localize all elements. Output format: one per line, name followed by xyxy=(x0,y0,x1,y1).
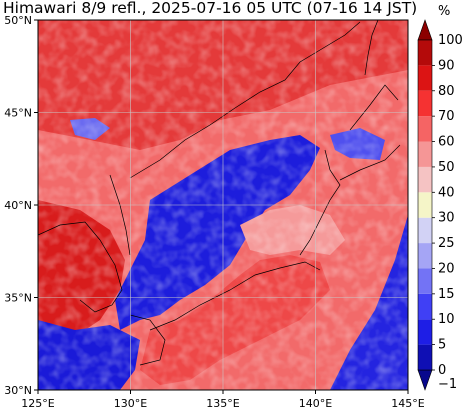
latitude-axis: 50°N 45°N 40°N 35°N 30°N xyxy=(4,14,38,397)
colorbar-label: 30 xyxy=(438,211,455,226)
lon-tick-label: 135°E xyxy=(206,397,239,409)
colorbar-unit: % xyxy=(438,4,450,19)
lat-tick-label: 45°N xyxy=(4,107,32,120)
colorbar-label: 10 xyxy=(438,312,455,327)
colorbar-label: 50 xyxy=(438,160,455,175)
colorbar-label: 90 xyxy=(438,58,455,73)
colorbar-label: 25 xyxy=(438,236,455,251)
colorbar-segment xyxy=(418,90,432,117)
lon-tick-label: 130°E xyxy=(114,397,147,409)
lon-tick-label: 125°E xyxy=(21,397,54,409)
colorbar-segment xyxy=(418,268,432,294)
colorbar-segment xyxy=(418,192,432,218)
colorbar: −10 5 10 15 20 25 30 40 50 60 70 80 90 100% xyxy=(417,4,463,392)
colorbar-label: 100 xyxy=(438,33,463,48)
lat-tick-label: 35°N xyxy=(4,292,32,305)
colorbar-segment xyxy=(418,319,432,345)
colorbar-label: 0 xyxy=(438,363,446,378)
colorbar-segment xyxy=(418,243,432,269)
coastlines xyxy=(38,20,401,366)
colorbar-label: −1 xyxy=(438,377,457,392)
colorbar-segment xyxy=(418,65,432,91)
colorbar-label: 60 xyxy=(438,135,455,150)
colorbar-over-arrow xyxy=(417,19,433,41)
colorbar-segment xyxy=(418,141,432,167)
colorbar-segment xyxy=(418,166,432,193)
map-title: Himawari 8/9 refl., 2025-07-16 05 UTC (0… xyxy=(3,0,418,17)
lat-tick-label: 40°N xyxy=(4,199,32,212)
colorbar-segment xyxy=(418,344,432,370)
colorbar-segment xyxy=(418,40,432,66)
lat-tick-label: 50°N xyxy=(4,14,32,27)
lon-tick-label: 140°E xyxy=(299,397,332,409)
colorbar-label: 5 xyxy=(438,338,446,353)
colorbar-label: 80 xyxy=(438,84,455,99)
colorbar-under-arrow xyxy=(417,369,433,391)
colorbar-segment xyxy=(418,293,432,320)
longitude-axis: 125°E 130°E 135°E 140°E 145°E xyxy=(21,390,425,410)
colorbar-label: 40 xyxy=(438,185,455,200)
colorbar-label: 15 xyxy=(438,287,455,302)
colorbar-label: 70 xyxy=(438,109,455,124)
colorbar-label: 20 xyxy=(438,261,455,276)
colorbar-segment xyxy=(418,116,432,142)
lat-tick-label: 30°N xyxy=(4,384,32,397)
lon-tick-label: 145°E xyxy=(391,397,424,409)
colorbar-segment xyxy=(418,217,432,244)
colorbar-frame xyxy=(417,39,433,371)
